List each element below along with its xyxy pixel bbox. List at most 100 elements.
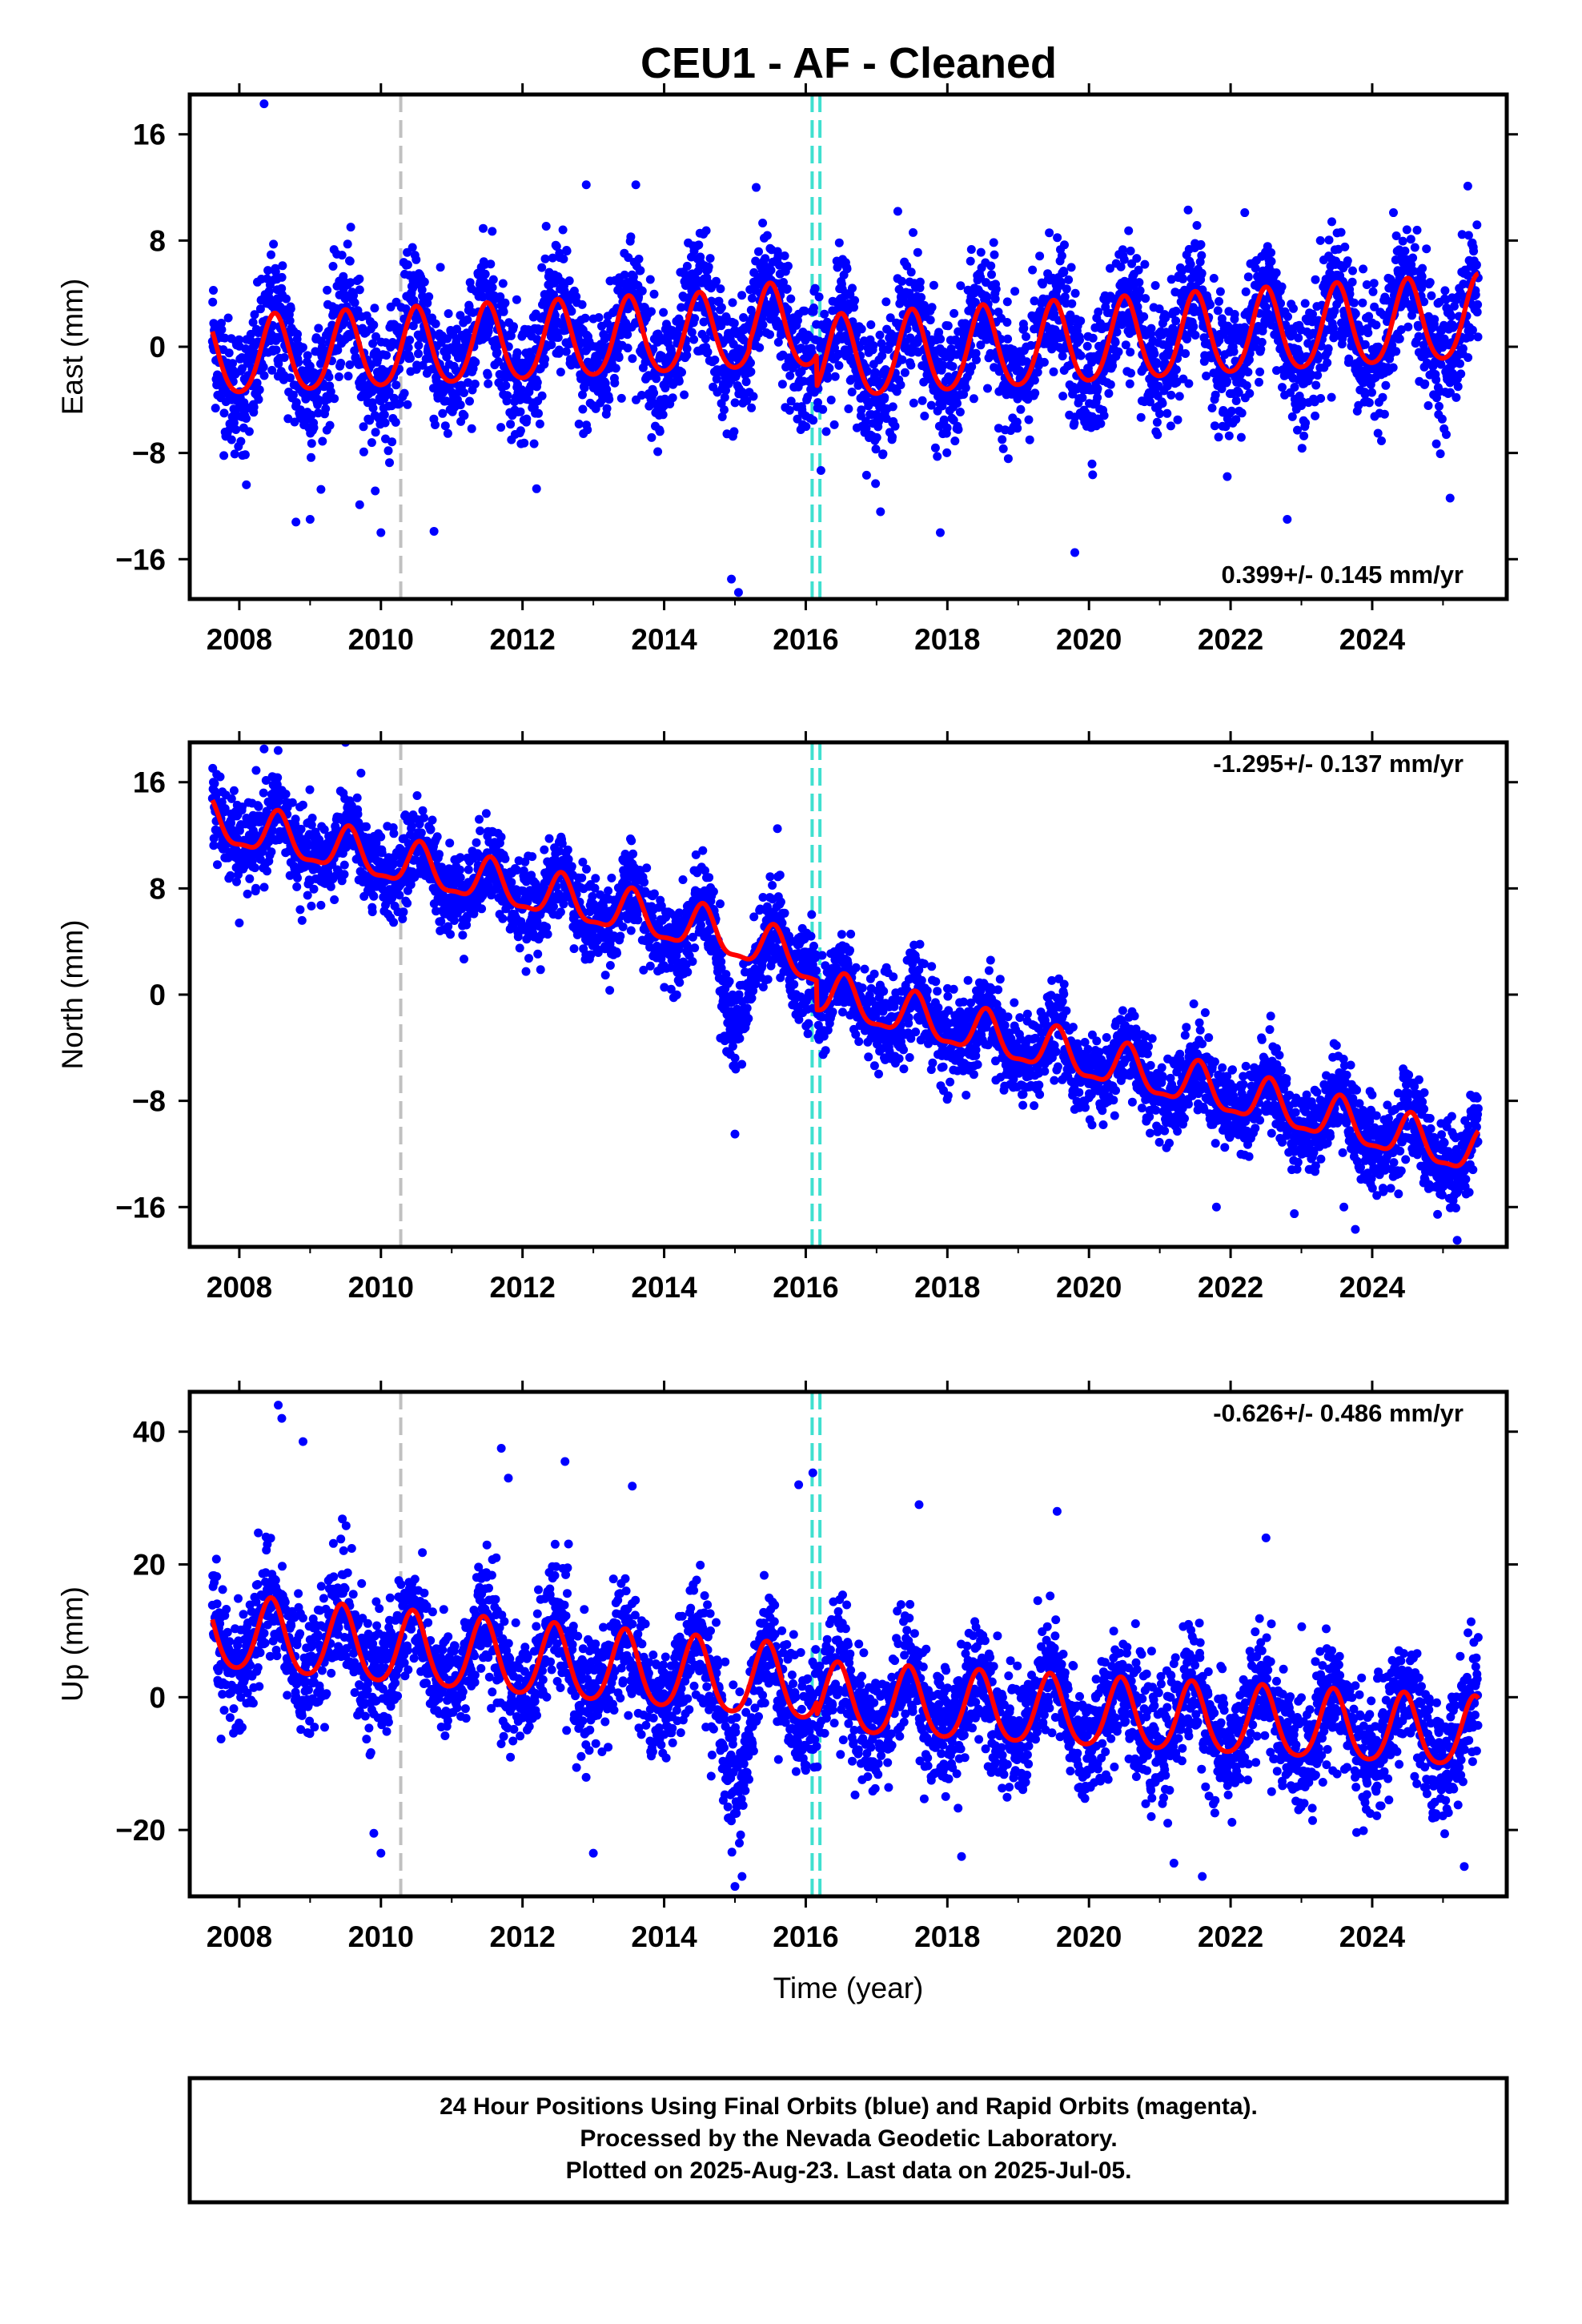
north-point (399, 907, 408, 917)
east-point (1277, 282, 1287, 292)
north-point (251, 766, 261, 775)
east-point (1058, 392, 1068, 401)
east-point (517, 385, 527, 395)
east-point (219, 451, 229, 460)
east-point (1471, 290, 1480, 300)
north-point (356, 768, 366, 778)
east-point (1099, 411, 1109, 420)
east-point (420, 277, 429, 287)
east-point (611, 364, 620, 373)
panels: 2008 2010 2012 2014 2016 2018 2020 2022 20241680… (56, 83, 1518, 2004)
east-point (780, 251, 789, 260)
east-point (217, 325, 227, 335)
east-outlier-point (1388, 208, 1398, 218)
north-point (259, 788, 268, 798)
east-point (809, 416, 818, 425)
east-point (825, 364, 834, 373)
north-point (307, 901, 316, 911)
east-point (1139, 312, 1149, 321)
east-point (1224, 431, 1234, 440)
east-point (710, 356, 720, 364)
east-point (682, 261, 692, 271)
east-point (1158, 399, 1167, 408)
east-point (717, 303, 726, 312)
east-point (293, 329, 302, 339)
east-point (242, 414, 251, 423)
east-point (1214, 432, 1223, 442)
north-point (435, 850, 444, 859)
east-point (1287, 412, 1297, 421)
east-point (1059, 267, 1069, 277)
east-point (820, 309, 829, 319)
east-point (729, 427, 739, 436)
north-point (339, 870, 349, 879)
east-point (652, 374, 661, 384)
east-point (1243, 368, 1253, 377)
east-point (277, 283, 287, 293)
east-point (1136, 412, 1146, 422)
east-point (529, 439, 539, 448)
east-point (987, 270, 996, 279)
east-point (942, 423, 952, 432)
east-point (223, 313, 233, 323)
east-point (382, 351, 391, 360)
east-point (240, 450, 250, 460)
east-point (926, 316, 935, 325)
east-point (991, 284, 1001, 294)
east-point (463, 315, 472, 324)
east-outlier-point (581, 180, 591, 190)
east-point (823, 373, 833, 383)
east-point (712, 374, 721, 384)
east-point (254, 395, 263, 404)
east-point (278, 261, 287, 271)
east-point (404, 343, 413, 352)
east-point (1473, 300, 1483, 309)
east-point (1119, 255, 1129, 264)
east-point (500, 298, 510, 308)
east-point (1141, 294, 1150, 304)
east-point (717, 412, 727, 421)
east-point (729, 319, 739, 328)
east-point (1456, 369, 1466, 379)
east-point (1002, 297, 1012, 307)
east-point (1377, 436, 1386, 445)
east-point (701, 226, 711, 235)
east-point (465, 396, 474, 406)
north-point (420, 813, 428, 822)
east-point (1150, 281, 1160, 290)
east-point (227, 435, 236, 444)
east-point (909, 398, 918, 408)
east-point (939, 415, 949, 424)
east-point (737, 291, 747, 300)
north-point (297, 915, 307, 925)
east-point (677, 368, 686, 377)
east-point (1458, 344, 1468, 353)
east-point (229, 418, 239, 428)
east-point (1323, 358, 1332, 368)
east-point (414, 340, 424, 350)
east-point (209, 286, 218, 295)
east-point (1060, 240, 1069, 250)
east-point (1213, 306, 1223, 316)
east-point (1473, 332, 1483, 342)
east-point (1096, 419, 1106, 428)
east-point (1358, 298, 1367, 308)
east-point (872, 432, 881, 442)
east-point (1211, 390, 1220, 400)
east-point (1070, 288, 1080, 298)
east-point (1359, 264, 1368, 274)
east-point (1126, 348, 1135, 357)
east-point (1316, 394, 1326, 403)
east-point (577, 300, 587, 309)
north-point (254, 802, 263, 811)
east-point (1241, 287, 1251, 296)
north-point (446, 930, 455, 939)
east-point (602, 404, 612, 413)
east-outlier-point (355, 500, 364, 509)
north-point (267, 847, 276, 857)
east-point (496, 292, 505, 301)
north-point (389, 829, 399, 838)
east-point (906, 267, 916, 277)
east-point (248, 318, 258, 327)
